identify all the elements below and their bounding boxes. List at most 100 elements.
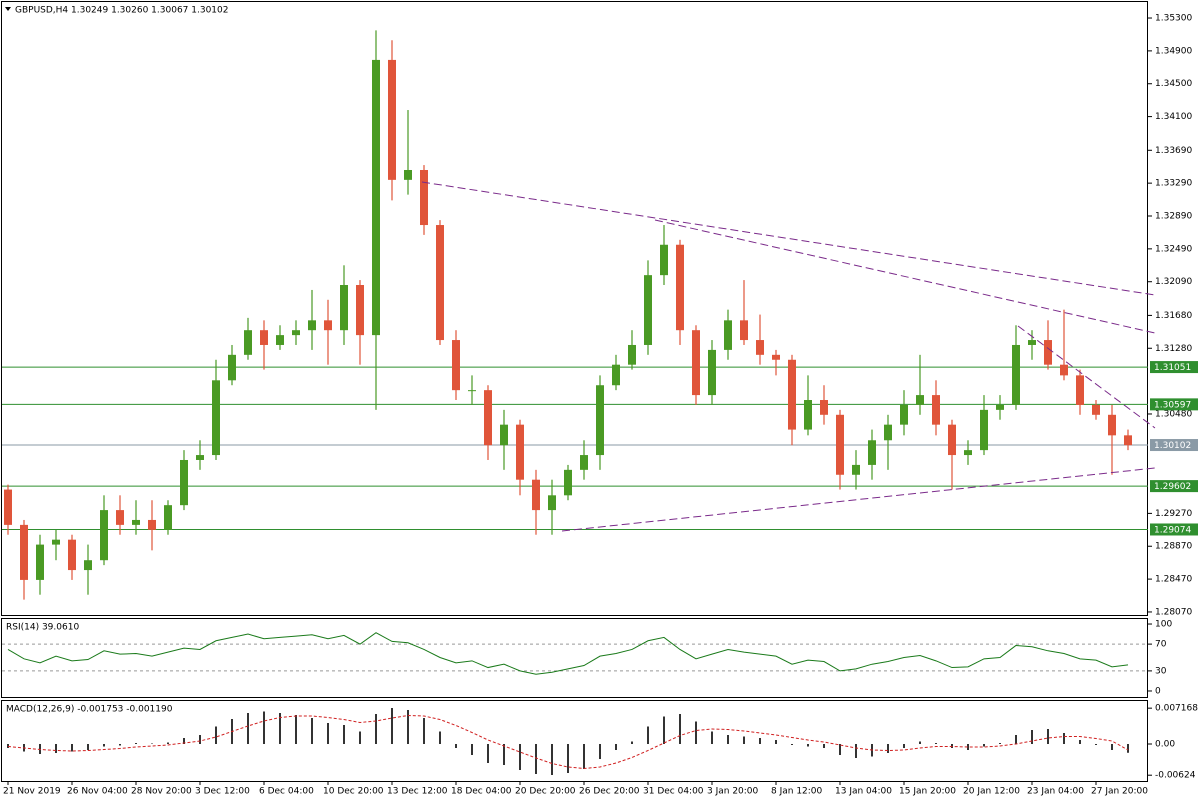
- macd-bar: [903, 744, 905, 748]
- candle-body: [1076, 375, 1084, 405]
- x-tick-label: 3 Jan 20:00: [707, 787, 759, 797]
- candle-body: [244, 330, 252, 355]
- candle-body: [708, 349, 716, 396]
- macd-panel: [1, 700, 1148, 782]
- macd-bar: [7, 744, 9, 748]
- macd-bar: [983, 744, 985, 747]
- x-tick-label: 20 Dec 20:00: [515, 787, 576, 797]
- y-tick-label: 1.31280: [1155, 344, 1192, 354]
- price-level-box: [1150, 439, 1198, 452]
- candle-body: [196, 455, 204, 460]
- candle-body: [820, 400, 828, 415]
- macd-bar: [263, 711, 265, 744]
- candle-body: [500, 424, 508, 446]
- candle-body: [52, 539, 60, 545]
- candle-body: [84, 560, 92, 571]
- x-tick-label: 26 Dec 20:00: [579, 787, 640, 797]
- macd-title: MACD(12,26,9) -0.001753 -0.001190: [6, 705, 173, 715]
- candle-body: [676, 244, 684, 331]
- macd-bar: [295, 715, 297, 744]
- x-tick-label: 21 Nov 2019: [3, 787, 61, 797]
- macd-bar: [487, 744, 489, 763]
- macd-bar: [71, 744, 73, 752]
- candle-body: [132, 519, 140, 525]
- menu-arrow[interactable]: [5, 7, 11, 11]
- macd-bar: [583, 744, 585, 769]
- macd-bar: [775, 740, 777, 744]
- x-tick-label: 31 Dec 04:00: [643, 787, 704, 797]
- macd-bar: [87, 744, 89, 750]
- x-tick-label: 18 Dec 04:00: [451, 787, 512, 797]
- macd-bar: [743, 736, 745, 744]
- candle-body: [564, 469, 572, 496]
- candle-body: [308, 320, 316, 331]
- price-level-box: [1150, 361, 1198, 374]
- macd-bar: [151, 743, 153, 744]
- candle-body: [644, 275, 652, 345]
- candle-body: [292, 330, 300, 336]
- macd-bar: [823, 744, 825, 748]
- macd-bar: [647, 726, 649, 744]
- candle-body: [1044, 340, 1052, 365]
- y-tick-label: 1.34100: [1155, 112, 1192, 122]
- candle-body: [212, 380, 220, 456]
- candle-body: [532, 479, 540, 511]
- candle-body: [596, 385, 604, 456]
- macd-bar: [103, 744, 105, 747]
- x-tick-label: 6 Dec 04:00: [259, 787, 314, 797]
- candle-body: [404, 169, 412, 180]
- x-tick-label: 27 Jan 20:00: [1091, 787, 1148, 797]
- macd-bar: [1015, 735, 1017, 744]
- candle-body: [4, 489, 12, 525]
- y-tick-label: 1.32890: [1155, 211, 1192, 221]
- price-panel: [1, 1, 1148, 616]
- y-tick-label: 70: [1155, 640, 1167, 650]
- macd-bar: [1111, 744, 1113, 750]
- macd-bar: [759, 738, 761, 744]
- macd-bar: [1047, 729, 1049, 744]
- y-tick-label: 1.31680: [1155, 311, 1192, 321]
- macd-bar: [727, 735, 729, 744]
- price-level-label: 1.31051: [1154, 363, 1191, 373]
- macd-bar: [183, 738, 185, 744]
- candle-body: [436, 225, 444, 341]
- macd-bar: [135, 743, 137, 744]
- price-level-label: 1.29074: [1154, 525, 1191, 535]
- x-tick-label: 8 Jan 12:00: [771, 787, 823, 797]
- candle-body: [932, 395, 940, 425]
- macd-bar: [999, 743, 1001, 744]
- candle-body: [68, 539, 76, 571]
- signal-line: [7, 714, 1129, 770]
- chart-title: GBPUSD,H4 1.30249 1.30260 1.30067 1.3010…: [15, 6, 228, 16]
- y-tick-label: 1.34500: [1155, 79, 1192, 89]
- candle-body: [356, 285, 364, 336]
- macd-bar: [391, 708, 393, 744]
- candle-body: [916, 395, 924, 405]
- candle-body: [1028, 340, 1036, 345]
- candle-body: [804, 400, 812, 430]
- y-tick-label: -0.00624: [1155, 771, 1196, 781]
- macd-bar: [167, 742, 169, 744]
- candle-body: [852, 464, 860, 475]
- macd-bar: [119, 744, 121, 746]
- macd-bar: [1063, 733, 1065, 744]
- candle-body: [628, 344, 636, 365]
- candle-body: [836, 414, 844, 475]
- price-level-label: 1.30102: [1154, 441, 1191, 451]
- macd-bar: [535, 744, 537, 774]
- macd-bar: [359, 731, 361, 744]
- candle-body: [756, 340, 764, 355]
- macd-bar: [215, 726, 217, 744]
- y-tick-label: 1.30480: [1155, 409, 1192, 419]
- candle-body: [996, 404, 1004, 410]
- x-tick-label: 23 Jan 04:00: [1027, 787, 1084, 797]
- macd-bar: [663, 716, 665, 744]
- candle-body: [788, 359, 796, 430]
- macd-bar: [247, 713, 249, 744]
- macd-bar: [343, 725, 345, 744]
- macd-bar: [967, 744, 969, 750]
- candle-body: [260, 330, 268, 345]
- macd-bar: [327, 723, 329, 744]
- macd-bar: [311, 718, 313, 744]
